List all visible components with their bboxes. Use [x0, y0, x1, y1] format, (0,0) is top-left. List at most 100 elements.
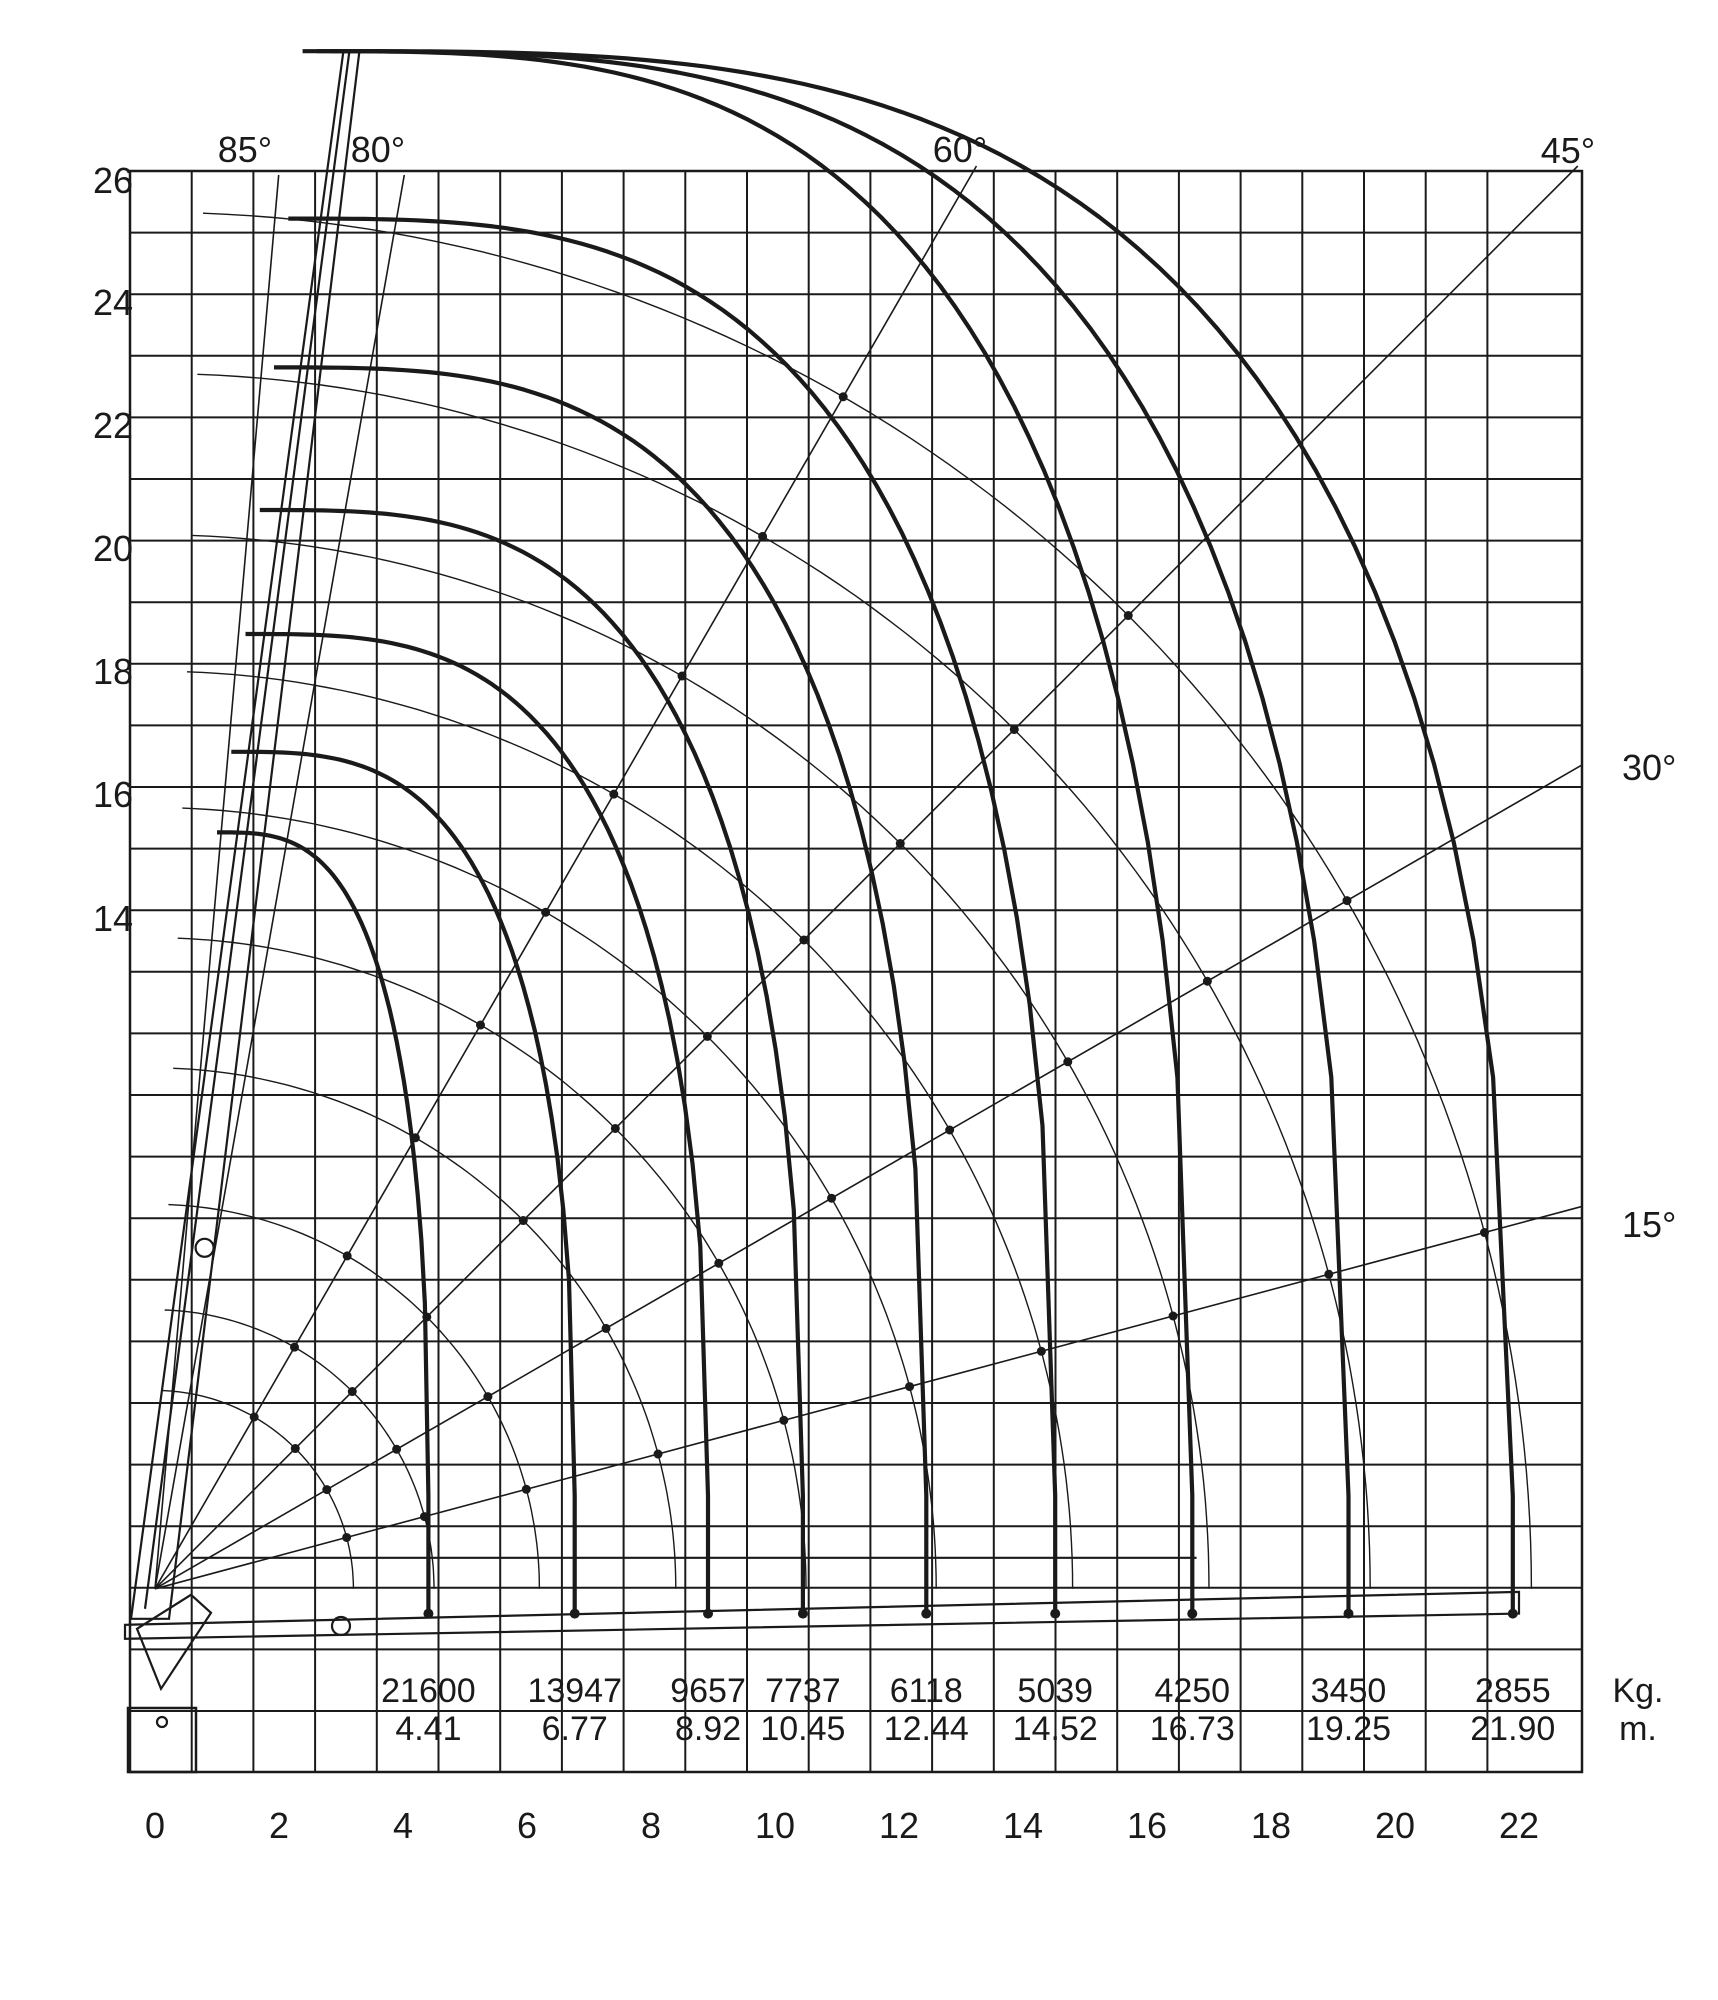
x-tick-label: 6: [517, 1805, 537, 1846]
reach-unit-label: m.: [1619, 1710, 1657, 1748]
angle-ray-60: [154, 165, 978, 1590]
load-envelope-curve: [259, 507, 805, 1614]
capacity-load-label: 5039: [1017, 1672, 1093, 1710]
y-tick-label: 14: [93, 898, 133, 939]
y-tick-label: 18: [93, 651, 133, 692]
capacity-reach-label: 19.25: [1306, 1710, 1391, 1748]
arc-intersection-dot: [1342, 896, 1352, 906]
arc-intersection-dot: [347, 1387, 357, 1397]
capacity-reach-label: 4.41: [395, 1710, 461, 1748]
angle-ray-45: [154, 165, 1579, 1590]
capacity-reach-label: 6.77: [542, 1710, 608, 1748]
crane-boom-drawing: [123, 50, 1521, 1729]
capacity-load-label: 13947: [527, 1672, 622, 1710]
radius-arc: [186, 671, 1074, 1589]
arc-intersection-dot: [905, 1382, 915, 1392]
x-tick-label: 12: [879, 1805, 919, 1846]
radius-arcs: [161, 212, 1533, 1589]
arc-intersection-dot: [838, 392, 848, 402]
arc-intersection-dot: [702, 1031, 712, 1041]
arc-intersection-dot: [518, 1216, 528, 1226]
x-tick-label: 8: [641, 1805, 661, 1846]
x-tick-label: 18: [1251, 1805, 1291, 1846]
arc-intersection-dot: [476, 1020, 485, 1030]
arc-intersection-dot: [799, 935, 809, 945]
arc-intersection-dot: [1036, 1346, 1046, 1356]
arc-intersection-dot: [895, 839, 905, 849]
load-envelope-curve: [245, 631, 711, 1614]
angle-label-15: 15°: [1622, 1204, 1676, 1245]
arc-intersection-dot: [779, 1415, 789, 1425]
capacity-load-label: 4250: [1154, 1672, 1230, 1710]
main-boom-vertical: [129, 50, 361, 1620]
load-envelope-curve: [316, 49, 1351, 1614]
arc-intersection-dot: [483, 1392, 493, 1402]
arc-intersection-dot: [1009, 725, 1019, 735]
y-tick-label: 20: [93, 528, 133, 569]
angle-ray-15: [154, 1205, 1583, 1590]
radius-arc: [182, 807, 937, 1589]
arc-intersection-dot: [1168, 1311, 1178, 1321]
arc-intersection-dot: [677, 671, 687, 681]
angle-label-30: 30°: [1622, 747, 1676, 788]
load-envelope-curve: [231, 749, 577, 1614]
reach-marker-dot: [797, 1608, 808, 1619]
load-unit-label: Kg.: [1612, 1672, 1663, 1710]
y-tick-label: 22: [93, 405, 133, 446]
boom-inner-line: [143, 51, 351, 1609]
load-envelope-curve: [217, 830, 431, 1614]
capacity-reach-label: 16.73: [1150, 1710, 1235, 1748]
reach-marker-dot: [921, 1608, 932, 1619]
angle-label-60: 60°: [933, 129, 987, 170]
arc-intersection-dot: [609, 789, 619, 799]
x-tick-label: 14: [1003, 1805, 1043, 1846]
arc-intersection-dot: [342, 1251, 352, 1261]
radius-arc: [202, 212, 1533, 1589]
reach-marker-dot: [1187, 1608, 1198, 1619]
arc-intersection-dot: [601, 1323, 611, 1333]
x-tick-label: 20: [1375, 1805, 1415, 1846]
arc-intersection-dot: [541, 907, 551, 917]
arc-intersection-dot: [1123, 611, 1133, 621]
arc-intersection-dot: [1063, 1057, 1073, 1067]
load-envelope-curve: [274, 365, 929, 1614]
arc-intersection-dot: [1480, 1228, 1490, 1238]
x-tick-label: 22: [1499, 1805, 1539, 1846]
capacity-load-label: 3450: [1311, 1672, 1387, 1710]
x-tick-label: 16: [1127, 1805, 1167, 1846]
capacity-load-label: 6118: [890, 1672, 963, 1710]
x-tick-label: 0: [145, 1805, 165, 1846]
capacity-reach-label: 21.90: [1470, 1710, 1555, 1748]
reach-marker-dot: [1050, 1608, 1061, 1619]
capacity-reach-label: 8.92: [675, 1710, 741, 1748]
load-envelope-curve: [288, 216, 1058, 1614]
capacity-reach-label: 12.44: [884, 1710, 969, 1748]
capacity-load-label: 9657: [670, 1672, 746, 1710]
x-tick-label: 4: [393, 1805, 413, 1846]
angle-ray-80: [154, 174, 406, 1589]
capacity-load-label: 2855: [1475, 1672, 1551, 1710]
arc-intersection-dot: [290, 1444, 300, 1454]
x-tick-label: 10: [755, 1805, 795, 1846]
arc-intersection-dot: [827, 1193, 837, 1203]
main-boom-horizontal: [123, 1590, 1521, 1640]
angle-label-45: 45°: [1541, 130, 1595, 171]
x-tick-label: 2: [269, 1805, 289, 1846]
y-tick-label: 26: [93, 160, 133, 201]
capacity-load-label: 7737: [765, 1672, 841, 1710]
reach-marker-dot: [423, 1608, 434, 1619]
angle-label-85: 85°: [218, 129, 272, 170]
load-envelope-curve: [331, 49, 1515, 1614]
arc-intersection-dot: [758, 531, 768, 541]
capacity-load-label: 21600: [381, 1672, 476, 1710]
arc-intersection-dot: [290, 1342, 299, 1352]
capacity-reach-label: 14.52: [1013, 1710, 1098, 1748]
hydraulic-cylinder-joint: [194, 1237, 215, 1258]
base-pivot-pin: [155, 1715, 169, 1729]
horizontal-cylinder-joint: [330, 1615, 352, 1637]
angle-ray-85: [154, 174, 280, 1589]
arc-intersection-dot: [945, 1125, 955, 1135]
arc-intersection-dot: [342, 1532, 352, 1542]
